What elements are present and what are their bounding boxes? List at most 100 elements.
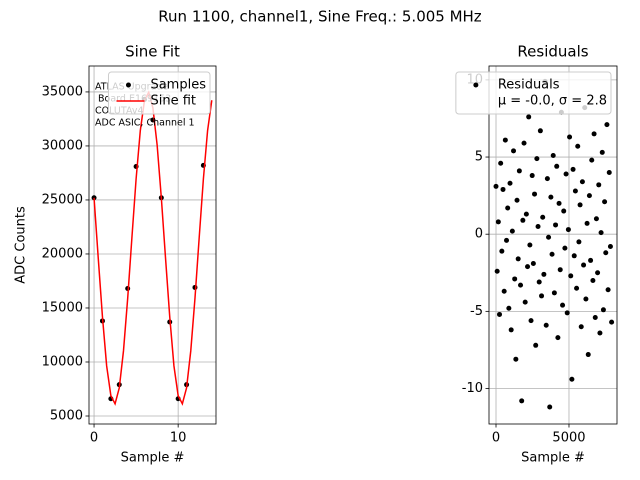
data-point	[565, 227, 571, 233]
data-point	[544, 176, 550, 182]
data-point	[506, 305, 512, 311]
y-tick-label: 25000	[42, 192, 83, 207]
data-point	[595, 270, 601, 276]
data-point	[535, 223, 541, 229]
x-axis-label: Sample #	[521, 451, 585, 466]
data-point	[494, 268, 500, 274]
data-point	[590, 277, 596, 283]
data-point	[599, 149, 605, 155]
data-point	[605, 287, 611, 293]
data-point	[588, 257, 594, 263]
data-point	[564, 310, 570, 316]
data-point	[604, 122, 610, 128]
subplot-title: Sine Fit	[125, 43, 180, 61]
x-tick-label: 5000	[552, 431, 585, 446]
data-point	[574, 285, 580, 291]
data-point	[525, 264, 531, 270]
data-point	[526, 114, 532, 120]
data-point	[529, 173, 535, 179]
data-point	[572, 188, 578, 194]
data-point	[557, 267, 563, 273]
data-point	[532, 191, 538, 197]
data-point	[514, 197, 520, 203]
data-point	[578, 324, 584, 330]
data-point	[513, 356, 519, 362]
annotation: ADC ASIC, Channel 1	[95, 118, 195, 129]
data-point	[543, 322, 549, 328]
data-point	[598, 230, 604, 236]
data-point	[502, 137, 508, 143]
subplot: 0105000100001500020000250003000035000ATL…	[14, 43, 217, 466]
data-point	[512, 276, 518, 282]
data-point	[500, 186, 506, 192]
y-tick-label: 10000	[42, 354, 83, 369]
data-point	[609, 319, 615, 325]
data-point	[501, 288, 507, 294]
data-point	[593, 216, 599, 222]
data-point	[577, 202, 583, 208]
y-tick-label: 0	[475, 227, 483, 242]
legend-label: Residuals	[498, 78, 560, 93]
data-point	[568, 273, 574, 279]
data-point	[509, 228, 515, 234]
data-point	[521, 140, 527, 146]
data-point	[504, 237, 510, 243]
legend-label: μ = -0.0, σ = 2.8	[498, 94, 607, 109]
data-point	[592, 315, 598, 321]
data-point	[583, 296, 589, 302]
data-point	[530, 261, 536, 267]
data-point	[505, 205, 511, 211]
data-point	[576, 239, 582, 245]
data-point	[539, 293, 545, 299]
data-point	[540, 214, 546, 220]
y-axis-label: ADC Counts	[14, 206, 29, 284]
x-tick-label: 0	[492, 431, 500, 446]
data-point	[556, 200, 562, 206]
data-point	[551, 290, 557, 296]
x-axis-label: Sample #	[121, 451, 185, 466]
legend-label: Sine fit	[150, 94, 196, 109]
data-point	[507, 180, 513, 186]
fit-line	[93, 90, 213, 406]
legend-swatch	[125, 82, 131, 88]
data-point	[550, 153, 556, 158]
data-point	[602, 199, 608, 205]
data-point	[511, 148, 517, 154]
data-point	[561, 208, 567, 214]
data-point	[523, 211, 529, 217]
y-tick-label: -5	[470, 304, 483, 319]
data-point	[575, 143, 581, 149]
data-point	[569, 376, 575, 382]
data-point	[497, 311, 503, 317]
legend-box	[455, 71, 612, 115]
figure-title: Run 1100, channel1, Sine Freq.: 5.005 MH…	[158, 8, 482, 26]
y-tick-label: 5000	[50, 409, 83, 424]
data-point	[607, 244, 613, 250]
data-point	[562, 245, 568, 251]
legend-swatch	[473, 82, 479, 88]
data-point	[571, 253, 577, 259]
data-point	[555, 335, 561, 341]
data-point	[518, 282, 524, 288]
data-point	[585, 352, 591, 358]
data-point	[519, 398, 525, 404]
data-point	[581, 262, 587, 268]
y-tick-label: 20000	[42, 246, 83, 261]
data-point	[606, 169, 612, 175]
x-tick-label: 10	[170, 431, 187, 446]
axes-frame	[488, 65, 618, 425]
data-point	[603, 250, 609, 256]
data-point	[528, 318, 534, 324]
x-tick-label: 0	[90, 431, 98, 446]
axes-frame	[88, 65, 217, 425]
legend-box	[107, 71, 211, 115]
data-point	[584, 220, 590, 226]
data-point	[534, 156, 540, 162]
data-point	[579, 179, 585, 185]
data-point	[586, 193, 592, 199]
data-point	[560, 302, 566, 308]
y-tick-label: -10	[462, 381, 483, 396]
data-point	[554, 163, 560, 169]
